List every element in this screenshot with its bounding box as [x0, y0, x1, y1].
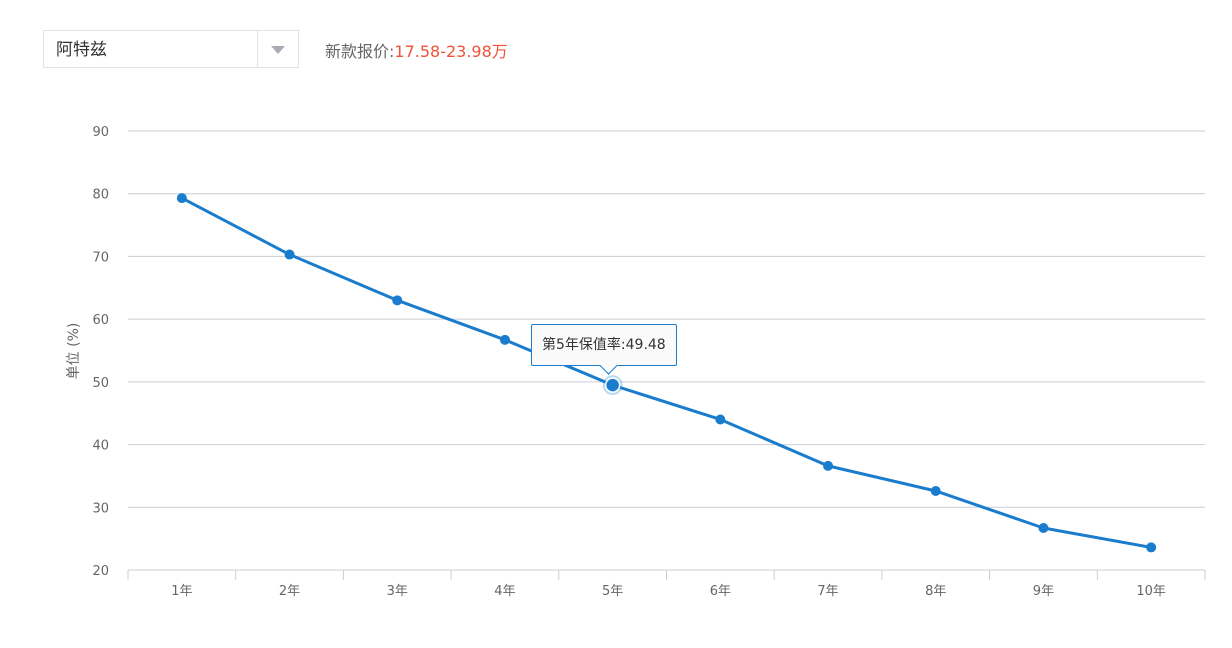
data-point-highlighted[interactable] — [604, 377, 621, 393]
tooltip-label: 第5年保值率: — [542, 337, 626, 353]
data-point[interactable] — [392, 295, 403, 306]
x-axis: 1年 2年 3年 4年 5年 6年 7年 8年 9年 10年 — [127, 569, 1206, 599]
series-line-path — [180, 196, 1153, 549]
data-point[interactable] — [930, 485, 941, 496]
data-point[interactable] — [1038, 522, 1049, 533]
series-line — [180, 196, 1153, 549]
data-point[interactable] — [823, 460, 834, 471]
data-point[interactable] — [284, 249, 295, 260]
data-point[interactable] — [1146, 542, 1157, 553]
tooltip-value: 49.48 — [625, 337, 666, 353]
x-tick-label: 7年 — [817, 584, 838, 599]
model-select-toggle[interactable] — [257, 31, 298, 67]
new-price-range: 17.58-23.98万 — [394, 42, 508, 61]
grid-lines — [128, 130, 1205, 508]
y-tick-label: 40 — [92, 439, 109, 454]
new-price-label: 新款报价: — [325, 42, 395, 61]
x-tick-label: 9年 — [1033, 584, 1054, 599]
y-tick-label: 70 — [92, 250, 109, 265]
y-axis-label: 单位 (%) — [66, 323, 82, 380]
point-tooltip: 第5年保值率:49.48 — [531, 324, 677, 366]
y-tick-label: 50 — [92, 376, 109, 391]
new-price: 新款报价:17.58-23.98万 — [325, 38, 508, 62]
y-tick-label: 80 — [92, 188, 109, 203]
model-select[interactable]: 阿特兹 — [43, 30, 299, 68]
data-points[interactable] — [176, 193, 1157, 553]
data-point[interactable] — [715, 414, 726, 425]
data-point[interactable] — [176, 193, 187, 204]
x-tick-label: 5年 — [602, 584, 623, 599]
x-tick-label: 8年 — [925, 584, 946, 599]
x-tick-label: 3年 — [387, 584, 408, 599]
data-point[interactable] — [499, 334, 510, 345]
x-tick-label: 2年 — [279, 584, 300, 599]
y-tick-label: 30 — [92, 501, 109, 516]
y-tick-labels: 20 30 40 50 60 70 80 90 — [92, 125, 109, 579]
chevron-down-icon — [271, 46, 285, 54]
model-select-value: 阿特兹 — [56, 40, 107, 60]
y-tick-label: 90 — [92, 125, 109, 140]
x-tick-label: 4年 — [494, 584, 515, 599]
y-tick-label: 60 — [92, 313, 109, 328]
x-tick-label: 6年 — [710, 584, 731, 599]
x-tick-label: 1年 — [171, 584, 192, 599]
x-tick-label: 10年 — [1136, 584, 1166, 599]
y-tick-label: 20 — [92, 564, 109, 579]
